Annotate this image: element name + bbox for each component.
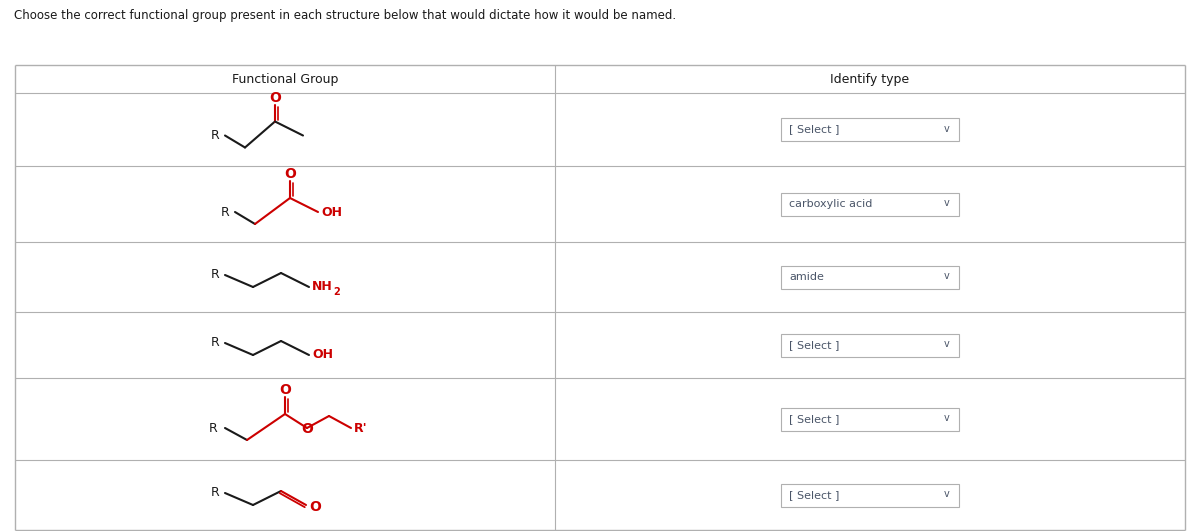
- Text: Functional Group: Functional Group: [232, 73, 338, 85]
- Text: Choose the correct functional group present in each structure below that would d: Choose the correct functional group pres…: [14, 8, 676, 21]
- Text: carboxylic acid: carboxylic acid: [790, 199, 872, 209]
- Text: NH: NH: [312, 280, 332, 294]
- Bar: [781, 193, 959, 216]
- Text: R: R: [210, 486, 220, 500]
- Text: [ Select ]: [ Select ]: [790, 490, 839, 500]
- Text: O: O: [269, 90, 281, 105]
- Bar: [781, 118, 959, 141]
- Text: O: O: [301, 422, 313, 436]
- Text: v: v: [944, 339, 950, 349]
- Text: Identify type: Identify type: [830, 73, 910, 85]
- Text: amide: amide: [790, 272, 824, 282]
- Text: O: O: [280, 383, 290, 397]
- Text: v: v: [944, 271, 950, 281]
- Text: 2: 2: [334, 287, 340, 297]
- Text: O: O: [310, 500, 320, 514]
- Text: R': R': [354, 422, 367, 434]
- Text: v: v: [944, 198, 950, 208]
- Text: OH: OH: [312, 348, 334, 362]
- Text: OH: OH: [322, 205, 342, 218]
- Text: [ Select ]: [ Select ]: [790, 340, 839, 350]
- Bar: [781, 266, 959, 288]
- Text: [ Select ]: [ Select ]: [790, 414, 839, 424]
- Text: R: R: [209, 422, 217, 434]
- Text: R: R: [210, 129, 220, 142]
- Text: v: v: [944, 489, 950, 499]
- Text: [ Select ]: [ Select ]: [790, 124, 839, 134]
- Bar: [781, 484, 959, 507]
- Bar: [781, 407, 959, 431]
- Text: v: v: [944, 413, 950, 423]
- Text: v: v: [944, 124, 950, 133]
- Bar: [781, 333, 959, 356]
- Text: O: O: [284, 167, 296, 181]
- Text: R: R: [221, 205, 229, 218]
- Text: R: R: [210, 337, 220, 349]
- Text: R: R: [210, 269, 220, 281]
